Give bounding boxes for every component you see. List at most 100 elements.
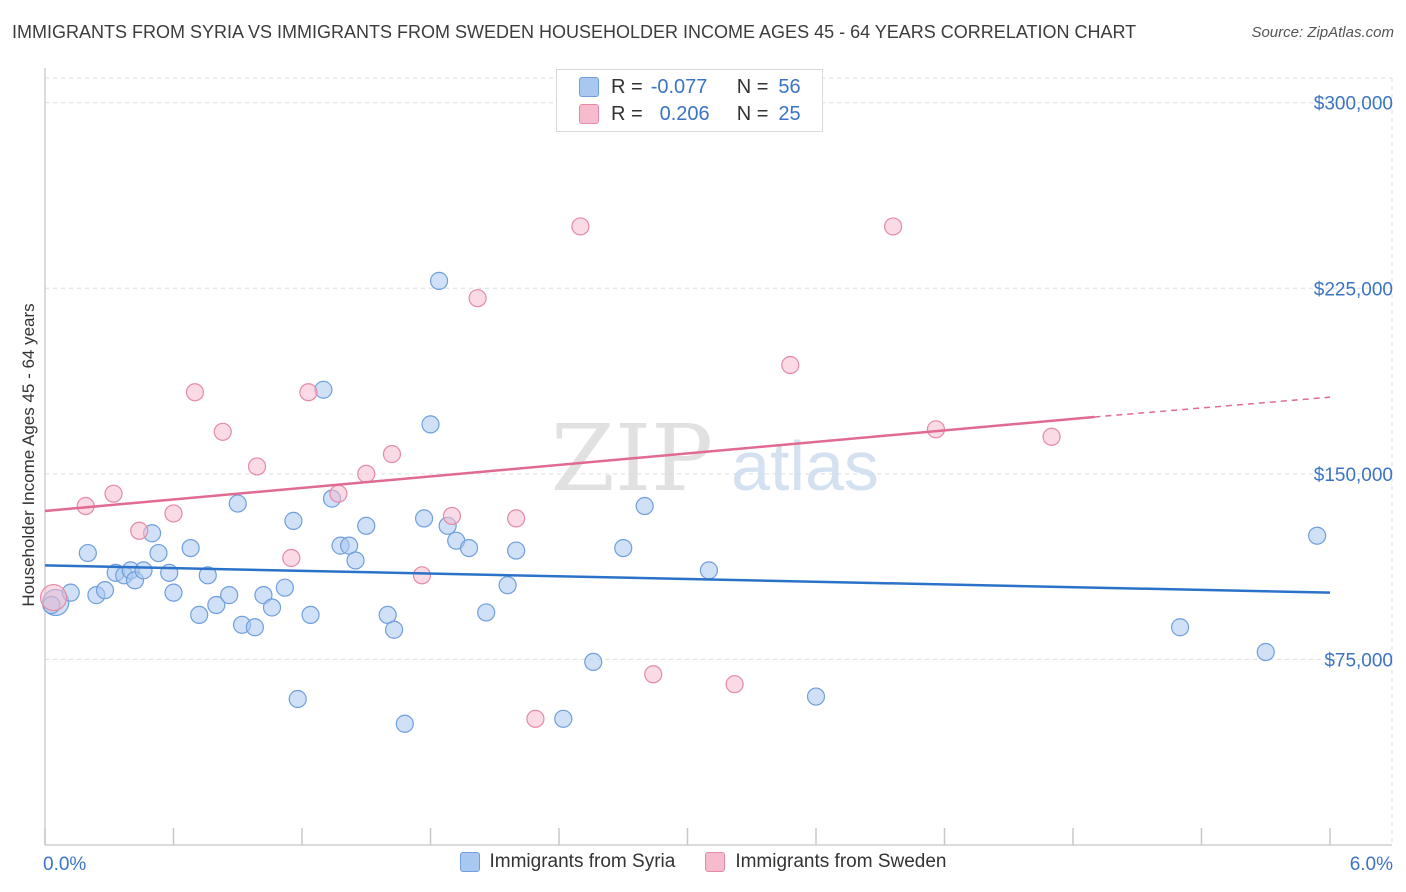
y-tick-label: $75,000 [1324,650,1393,671]
sweden-point [185,383,205,402]
x-tick-label: 0.0% [43,854,86,875]
syria-point [1308,526,1327,545]
trend-lines [44,396,1331,594]
syria-point [1256,642,1275,662]
sweden-point [468,289,487,308]
legend-n-value: 25 [778,102,801,125]
watermark-atlas: atlas [731,427,879,505]
x-tick-labels: 0.0% 6.0% [43,854,1393,875]
sweden-point [571,217,590,236]
syria-point [207,595,226,615]
y-tick-label: $150,000 [1314,465,1393,486]
syria-point [806,687,826,706]
syria-point [301,605,320,625]
sweden-point [883,217,903,236]
sweden-point [442,506,462,526]
syria-point [429,271,449,290]
legend-r-label: R = [611,75,643,98]
chart-title: IMMIGRANTS FROM SYRIA VS IMMIGRANTS FROM… [12,22,1137,42]
sweden-point [382,444,402,464]
legend-r-value: 0.206 [659,102,710,125]
syria-point [314,380,333,399]
syria-points [42,271,1327,733]
syria-point [357,516,376,535]
sweden-point [164,504,183,523]
sweden-point [299,383,318,402]
sweden-point [926,420,946,439]
sweden-point [39,583,68,612]
series-legend-label: Immigrants from Syria [489,851,676,872]
y-tick-label: $225,000 [1314,279,1393,300]
syria-point [164,583,183,602]
legend-r-label: R = [611,102,643,125]
sweden-point [357,464,376,483]
syria-trend-line [44,564,1331,594]
syria-point [149,543,168,563]
syria-point [498,576,517,595]
syria-point [1170,618,1190,637]
syria-point [346,551,365,570]
sweden-swatch [705,852,726,872]
sweden-trend-extension [1094,396,1331,418]
syria-swatch [579,77,599,97]
syria-point [228,494,247,513]
syria-point [275,578,294,597]
legend-n-label: N = [736,102,769,125]
source-label: Source: ZipAtlas.com [1251,24,1394,41]
correlation-legend: R = -0.077 N = 56 R = 0.206 N = 25 [556,69,823,132]
syria-point [614,538,633,558]
syria-point [181,538,200,558]
syria-point [288,689,307,709]
legend-row-syria: R = -0.077 N = 56 [579,75,801,99]
syria-point [262,598,282,617]
syria-point [507,541,526,560]
sweden-point [781,355,800,375]
series-legend-sweden[interactable]: Immigrants from Sweden [705,851,947,873]
syria-point [220,586,239,605]
syria-point [554,709,573,728]
series-legend: Immigrants from Syria Immigrants from Sw… [0,851,1406,873]
syria-point [699,561,719,580]
sweden-point [526,709,545,728]
x-tick-label: 6.0% [1350,854,1393,875]
series-legend-syria[interactable]: Immigrants from Syria [459,851,676,873]
syria-point [198,566,217,585]
syria-point [190,605,209,625]
syria-point [635,496,654,516]
watermark: ZIP atlas [551,405,879,512]
sweden-point [282,548,301,568]
syria-point [459,538,479,558]
syria-point [254,586,273,605]
legend-n-label: N = [736,75,769,98]
sweden-points [39,217,1061,728]
sweden-point [213,422,232,441]
axes [44,68,1392,846]
syria-swatch [459,852,480,872]
sweden-point [329,484,348,503]
syria-point [584,652,603,672]
syria-point [134,561,153,580]
sweden-point [130,521,149,540]
sweden-point [104,484,123,503]
syria-point [477,603,496,622]
syria-point [384,620,404,639]
sweden-point [725,675,744,694]
series-legend-label: Immigrants from Sweden [735,851,947,872]
sweden-point [247,457,267,476]
y-tick-labels: $75,000 $150,000 $225,000 $300,000 [1314,94,1393,672]
sweden-point [644,665,663,684]
syria-point [395,714,414,733]
sweden-point [412,566,432,585]
y-axis-label: Householder Income Ages 45 - 64 years [19,303,38,606]
sweden-swatch [579,104,599,124]
syria-point [95,581,115,600]
legend-r-value: -0.077 [650,75,708,98]
syria-point [414,509,434,528]
sweden-point [507,509,526,528]
sweden-point [1042,427,1061,446]
sweden-trend-line [44,415,1095,513]
gridlines [45,77,1393,845]
syria-point [421,415,440,434]
syria-point [284,511,303,530]
